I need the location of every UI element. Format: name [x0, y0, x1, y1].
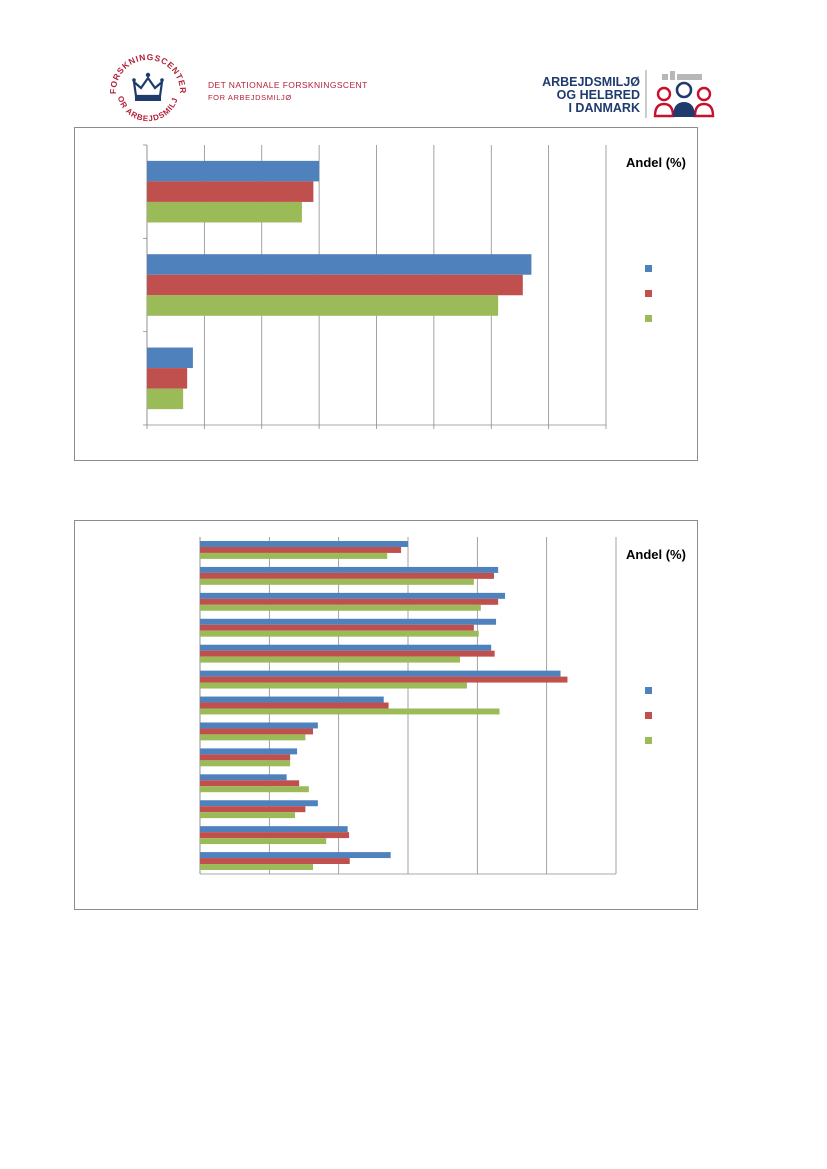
chart-1-legend-marker [645, 315, 652, 322]
chart-2-bar [200, 774, 287, 781]
chart-2-bar [200, 656, 460, 663]
chart-2-legend-title: Andel (%) [626, 547, 686, 562]
chart-2-bar [200, 546, 402, 553]
chart-2-bar [200, 670, 561, 677]
chart-2-bar [200, 624, 474, 631]
chart-1-bar [147, 201, 302, 223]
chart-2-bar [200, 572, 494, 579]
chart-1-bar [147, 181, 314, 202]
right-logo-line3: I DANMARK [568, 101, 640, 115]
logo-line1: DET NATIONALE FORSKNINGSCENTER [208, 80, 368, 90]
chart-2-bar [200, 800, 318, 807]
chart-2-bar [200, 541, 408, 547]
chart-2-bar [200, 864, 314, 870]
chart-1-bar [147, 160, 320, 182]
logo-line2: FOR ARBEJDSMILJØ [208, 93, 292, 102]
chart-2-bar [200, 604, 481, 611]
chart-2-bar [200, 734, 306, 741]
chart-2-bar [200, 780, 300, 787]
chart-2-bar [200, 682, 467, 689]
right-logo-line1: ARBEJDSMILJØ [542, 75, 640, 89]
chart-2-bar [200, 566, 499, 573]
chart-2-legend-marker [645, 737, 652, 744]
person-center-icon [673, 81, 695, 117]
forskningscenter-seal: FORSKNINGSCENTER FOR ARBEJDSMILJØ DET NA… [104, 43, 379, 123]
chart-1-bar [147, 295, 499, 316]
chart-2-bar [200, 806, 306, 813]
chart-2-bar [200, 852, 391, 859]
chart-2-bar [200, 618, 497, 625]
chart-2-bar [200, 552, 388, 559]
chart-2-bar [200, 812, 295, 819]
chart-2-bar [200, 696, 384, 703]
crown-icon [132, 72, 164, 101]
arbejdsmiljo-logo-graphic: ARBEJDSMILJØ OG HELBRED I DANMARK [542, 70, 715, 118]
chart-2-bar [200, 644, 492, 651]
chart-2-bar [200, 598, 499, 605]
chart-2-bar [200, 650, 495, 657]
chart-1-bar [147, 347, 193, 369]
chart-2-bar [200, 832, 350, 839]
chart-1-legend-marker [645, 265, 652, 272]
chart-2: Andel (%) [74, 520, 698, 910]
chart-2-legend-marker [645, 687, 652, 694]
chart-2-bar [200, 592, 506, 599]
logo-forskningscenter: FORSKNINGSCENTER FOR ARBEJDSMILJØ DET NA… [104, 43, 379, 130]
chart-1-plot [143, 144, 652, 429]
chart-2-bar [200, 838, 327, 845]
chart-1-bar [147, 274, 523, 296]
chart-2-bar [200, 728, 314, 735]
chart-2-bar [200, 722, 318, 729]
chart-2-bar [200, 754, 291, 761]
chart-2-bar [200, 708, 500, 715]
chart-2-bar [200, 578, 474, 585]
chart-1-bar [147, 388, 184, 410]
chart-2-bar [200, 858, 350, 865]
chart-1-bar [147, 368, 188, 389]
chart-1-bar [147, 254, 532, 275]
chart-2-bar [200, 702, 389, 709]
factory-icon [662, 71, 702, 80]
chart-2-bar [200, 676, 568, 683]
chart-2-legend-marker [645, 712, 652, 719]
chart-2-bar [200, 826, 348, 833]
logo-arbejdsmiljo-og-helbred: ARBEJDSMILJØ OG HELBRED I DANMARK [540, 66, 725, 121]
people-icon [653, 86, 715, 118]
chart-2-plot [199, 537, 652, 875]
chart-2-bar [200, 786, 309, 793]
chart-2-bar [200, 760, 291, 767]
chart-1-legend-marker [645, 290, 652, 297]
chart-2-bar [200, 748, 298, 755]
chart-1-legend-title: Andel (%) [626, 155, 686, 170]
right-logo-line2: OG HELBRED [557, 88, 640, 102]
chart-1: Andel (%) [74, 127, 698, 461]
chart-2-bar [200, 630, 479, 637]
